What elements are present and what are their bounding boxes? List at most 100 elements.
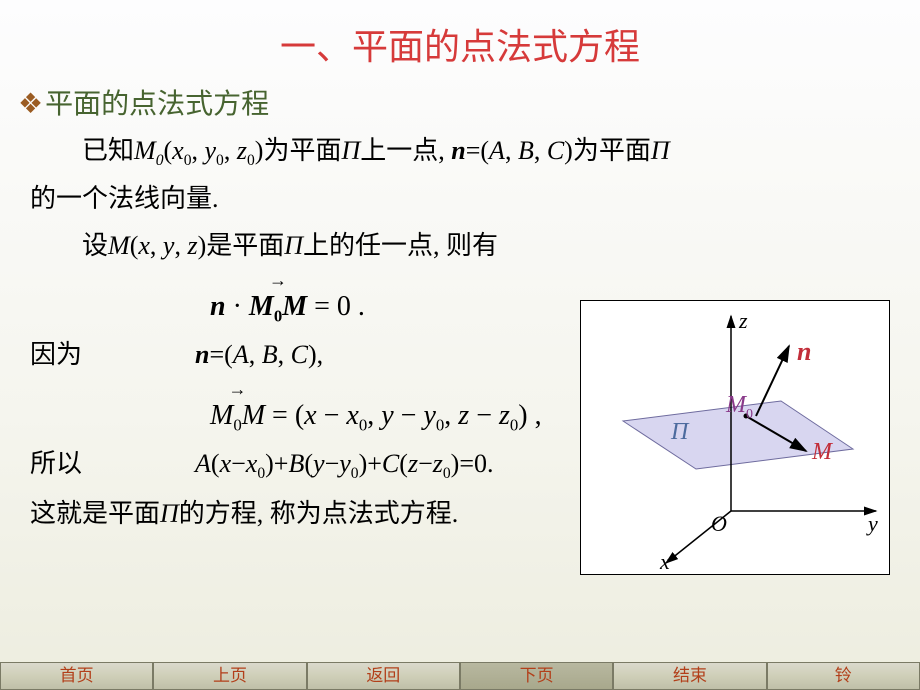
var-n: n	[451, 136, 465, 165]
text: 上的任一点, 则有	[303, 231, 498, 260]
paragraph-3: 设M(x, y, z)是平面Π上的任一点, 则有	[30, 225, 890, 268]
label-x: x	[659, 549, 670, 574]
text: ,	[174, 231, 187, 260]
var: y	[205, 136, 217, 165]
var: y	[163, 231, 175, 260]
var-Pi: Π	[651, 136, 670, 165]
text: −	[317, 400, 347, 431]
text: ,	[224, 136, 237, 165]
var: A	[195, 449, 211, 478]
label-M: M	[811, 439, 834, 465]
sub: 0	[233, 415, 241, 434]
var: x	[172, 136, 184, 165]
var: M	[282, 291, 307, 322]
text: 这就是平面	[30, 499, 160, 528]
text: =(	[209, 340, 232, 369]
text: )+	[265, 449, 288, 478]
subtitle-bullet-icon: ❖	[18, 89, 43, 120]
text: )	[198, 231, 207, 260]
var: M	[242, 400, 265, 431]
var-M0: M	[134, 136, 156, 165]
label-O: O	[711, 511, 727, 536]
nav-bell[interactable]: 铃	[767, 662, 920, 690]
var: y	[423, 400, 435, 431]
text: 设	[82, 231, 108, 260]
text: 为平面	[263, 136, 341, 165]
label-n: n	[797, 337, 811, 366]
var: z	[408, 449, 418, 478]
text: 是平面	[206, 231, 284, 260]
var: z	[499, 400, 510, 431]
var: y	[313, 449, 325, 478]
nav-end[interactable]: 结束	[613, 662, 766, 690]
text: ,	[192, 136, 205, 165]
sub: 0	[216, 152, 224, 169]
text: ,	[444, 400, 458, 431]
label-y: y	[866, 511, 878, 536]
var: y	[339, 449, 351, 478]
var: z	[433, 449, 443, 478]
text: −	[325, 449, 340, 478]
var-Pi: Π	[160, 499, 179, 528]
text: ,	[278, 340, 291, 369]
var-Pi: Π	[341, 136, 360, 165]
text: ,	[505, 136, 518, 165]
paragraph-1: 已知M0(x0, y0, z0)为平面Π上一点, n=(A, B, C)为平面Π	[30, 130, 890, 174]
var: z	[458, 400, 469, 431]
text: (	[399, 449, 408, 478]
label-z: z	[738, 308, 748, 333]
text: )=0.	[451, 449, 494, 478]
page-title: 一、平面的点法式方程	[0, 0, 920, 70]
text: ),	[308, 340, 323, 369]
label-M0: M	[725, 392, 748, 418]
text: 因为	[30, 340, 82, 369]
var: x	[304, 400, 316, 431]
sub: 0	[359, 415, 367, 434]
var: C	[382, 449, 399, 478]
text: 的方程, 称为点法式方程.	[179, 499, 459, 528]
text: −	[418, 449, 433, 478]
text: )+	[359, 449, 382, 478]
var: z	[187, 231, 197, 260]
label-M0-sub: 0	[746, 407, 753, 422]
text: 已知	[82, 136, 134, 165]
subtitle-text: 平面的点法式方程	[45, 89, 269, 120]
text: (	[163, 136, 172, 165]
var: M	[210, 400, 233, 431]
nav-back[interactable]: 返回	[307, 662, 460, 690]
text: −	[231, 449, 246, 478]
var: z	[237, 136, 247, 165]
text: (	[304, 449, 313, 478]
text: −	[394, 400, 424, 431]
text: =(	[466, 136, 489, 165]
diagram-svg: z y x O n M 0 M Π	[581, 301, 889, 574]
nav-next[interactable]: 下页	[460, 662, 613, 690]
var: x	[138, 231, 150, 260]
var: M	[108, 231, 130, 260]
sub: 0	[351, 465, 359, 482]
text: 所以	[30, 449, 82, 478]
var: B	[518, 136, 534, 165]
text: = 0 .	[307, 291, 365, 322]
text: ,	[150, 231, 163, 260]
nav-prev[interactable]: 上页	[153, 662, 306, 690]
var: B	[288, 449, 304, 478]
text: ·	[226, 291, 249, 322]
label-Pi: Π	[670, 419, 690, 445]
var: M	[249, 291, 274, 322]
nav-home[interactable]: 首页	[0, 662, 153, 690]
var-n: n	[210, 291, 226, 322]
nav-bar: 首页 上页 返回 下页 结束 铃	[0, 662, 920, 690]
sub: 0	[184, 152, 192, 169]
var: B	[262, 340, 278, 369]
var: C	[547, 136, 564, 165]
sub: 0	[443, 465, 451, 482]
paragraph-2: 的一个法线向量.	[30, 178, 890, 221]
text: 为平面	[573, 136, 651, 165]
sub: 0	[247, 152, 255, 169]
var: C	[291, 340, 308, 369]
text: ) ,	[518, 400, 541, 431]
sub: 0	[257, 465, 265, 482]
var: x	[346, 400, 358, 431]
sub: 0	[274, 306, 282, 325]
